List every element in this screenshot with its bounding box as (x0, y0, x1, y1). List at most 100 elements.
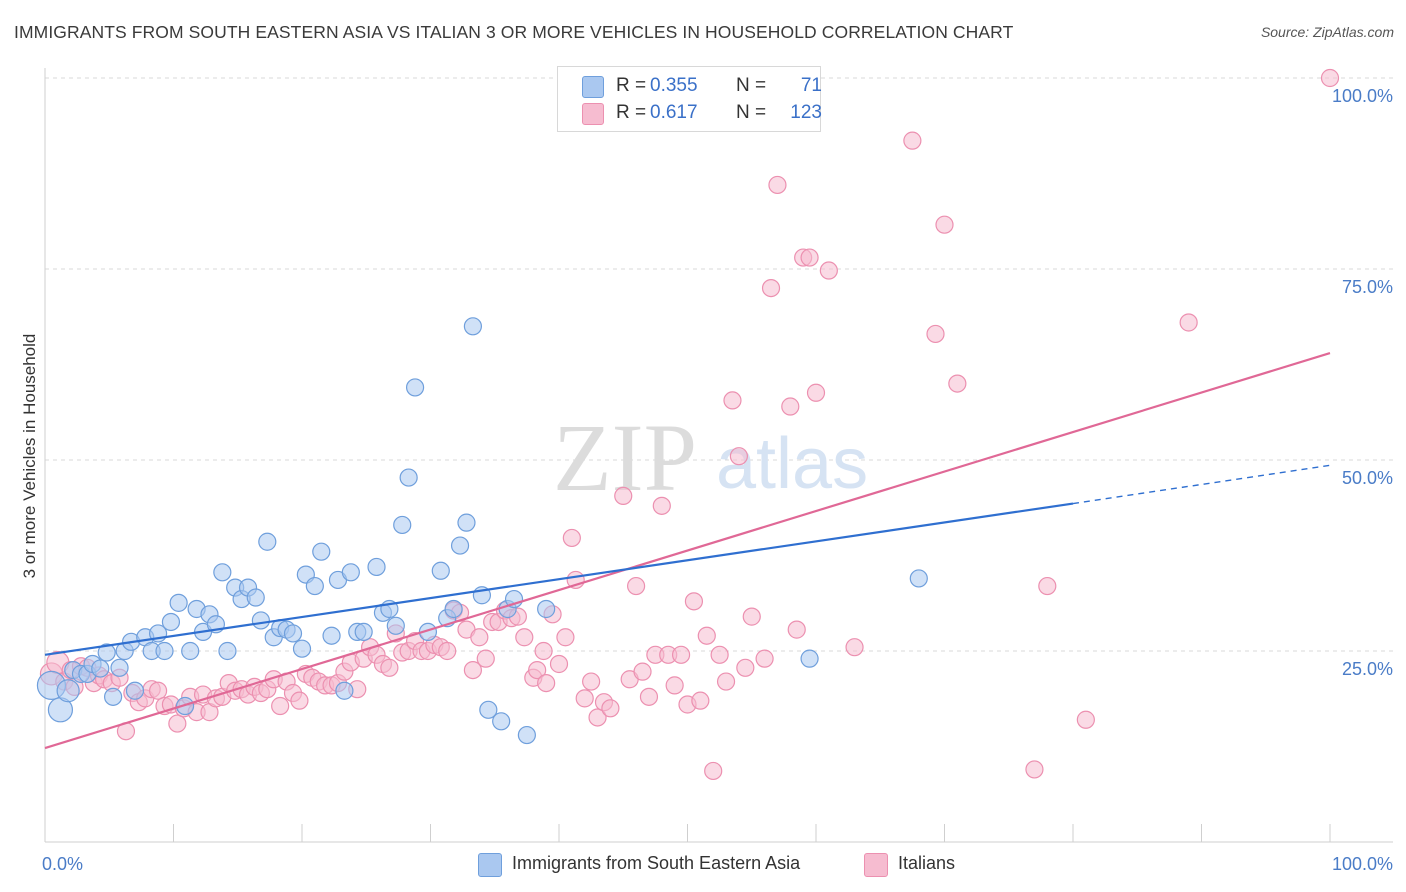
italians-point (633, 662, 652, 681)
watermark: ZIP atlas (553, 404, 868, 511)
sea-point (431, 561, 450, 580)
sea-point (479, 700, 498, 719)
italians-point (639, 687, 659, 706)
stats-r-value: 0.617 (650, 102, 698, 123)
sea-point (405, 378, 425, 397)
italians-point (582, 672, 601, 691)
sea-point (104, 687, 123, 706)
sea-point (155, 641, 174, 661)
italians-point (1025, 760, 1044, 779)
italians-point (755, 649, 774, 668)
sea-point (393, 515, 412, 535)
sea-point (246, 588, 265, 607)
x-tick-label: 100.0% (1332, 854, 1393, 874)
italians-point (534, 641, 553, 661)
italians-point (575, 689, 594, 708)
sea-point (335, 681, 354, 700)
y-tick-label: 75.0% (1342, 277, 1393, 297)
italians-point (926, 324, 945, 344)
chart-source: Source: ZipAtlas.com (1260, 24, 1394, 40)
sea-point (305, 576, 324, 596)
sea-point (386, 616, 405, 635)
italians-point (1038, 576, 1057, 596)
italians-point (704, 761, 723, 781)
italians-point (697, 626, 716, 645)
italians-point (761, 279, 781, 298)
italians-point (549, 654, 569, 674)
series-sea-points (36, 317, 928, 745)
sea-point (218, 641, 237, 661)
stats-n-label: N = (736, 75, 767, 96)
italians-point (515, 628, 534, 647)
sea-point (517, 725, 536, 745)
italians-point (729, 447, 749, 466)
italians-point (787, 620, 806, 639)
sea-point (341, 563, 360, 582)
legend-label-italians: Italians (898, 853, 956, 873)
stats-n-value: 123 (790, 102, 822, 123)
stats-n-value: 71 (800, 75, 822, 96)
italians-point (476, 649, 495, 668)
italians-point (903, 131, 922, 150)
italians-point (537, 673, 556, 693)
italians-point (710, 645, 729, 664)
trend-lines (44, 351, 1331, 750)
sea-point (169, 593, 188, 612)
legend-swatch-italians (864, 853, 888, 877)
italians-point (691, 691, 710, 710)
sea-point (56, 679, 80, 703)
italians-point (148, 681, 168, 700)
italians-point (614, 486, 633, 506)
italians-point (665, 676, 684, 695)
italians-point (380, 658, 399, 677)
sea-point (450, 536, 470, 555)
x-tick-label: 0.0% (42, 854, 83, 874)
axes (44, 68, 1393, 843)
italians-point (1179, 313, 1198, 332)
stats-r-label: R = (616, 102, 647, 123)
sea-point (909, 569, 928, 588)
italians-point (671, 645, 691, 664)
sea-point (354, 622, 373, 642)
italians-point (781, 397, 800, 416)
y-tick-label: 50.0% (1342, 468, 1393, 488)
italians-point (768, 175, 787, 195)
italians-point (652, 496, 671, 515)
series-italians-points (39, 68, 1340, 781)
y-axis-label: 3 or more Vehicles in Household (20, 334, 39, 579)
y-tick-labels: 25.0% 50.0% 75.0% 100.0% (1332, 86, 1393, 679)
italians-point (806, 383, 826, 402)
italians-point (601, 699, 620, 718)
sea-point (91, 659, 110, 678)
x-tick-labels: 0.0% 100.0% (42, 854, 1393, 874)
stats-r-label: R = (616, 75, 647, 96)
italians-point (845, 638, 864, 657)
sea-point (800, 649, 819, 668)
sea-point (457, 513, 476, 532)
italians-point (935, 215, 954, 234)
italians-point (948, 374, 967, 393)
italians-point (800, 248, 819, 267)
trend-line-sea (44, 502, 1074, 656)
trend-line-sea-projection (1072, 464, 1331, 505)
chart-title: IMMIGRANTS FROM SOUTH EASTERN ASIA VS IT… (14, 22, 1014, 42)
sea-point (283, 624, 303, 643)
sea-point (97, 643, 116, 662)
italians-point (742, 607, 761, 626)
sea-point (312, 542, 331, 561)
italians-point (271, 696, 290, 716)
sea-point (258, 532, 277, 551)
italians-point (684, 592, 704, 611)
italians-point (1320, 68, 1340, 88)
sea-point (110, 658, 129, 677)
sea-point (444, 599, 463, 619)
sea-point (367, 557, 386, 577)
stats-n-label: N = (736, 102, 767, 123)
sea-point (492, 712, 511, 731)
italians-point (1076, 710, 1095, 729)
legend-swatch-sea (582, 76, 604, 98)
sea-point (463, 317, 483, 336)
italians-point (562, 528, 581, 548)
trend-line-italians (44, 351, 1331, 750)
